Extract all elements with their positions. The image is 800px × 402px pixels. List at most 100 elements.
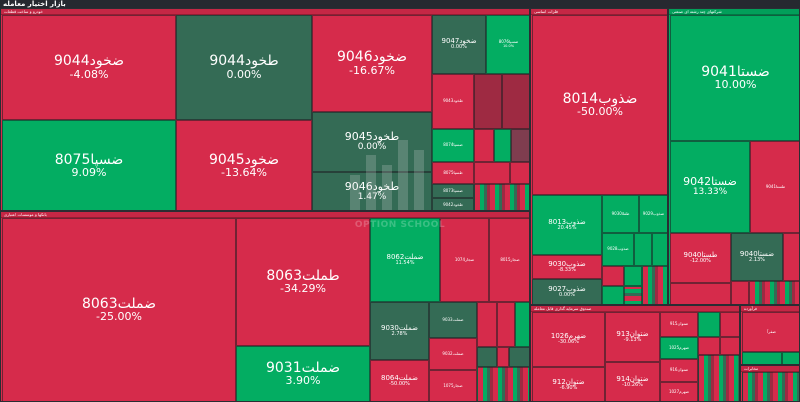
symbol: ضتوان916 — [669, 367, 689, 373]
tile[interactable] — [497, 302, 515, 347]
sector-telecom[interactable]: مخابرات — [740, 365, 800, 402]
tile[interactable] — [474, 129, 494, 162]
tile[interactable] — [509, 347, 529, 367]
tile[interactable]: ضملت9031 3.90% — [236, 346, 370, 401]
tile[interactable]: ضسپا8074 — [432, 129, 474, 162]
tile[interactable]: ضتوان914 -10.26% — [605, 362, 660, 401]
tile[interactable]: ضملت8064 -50.00% — [370, 360, 429, 401]
tile[interactable]: ضذوب9028 — [602, 233, 634, 266]
tile[interactable]: ضسپا8073 — [432, 184, 474, 198]
symbol: ضملت9033 — [442, 316, 464, 322]
tile[interactable]: ضذوب8014 -50.00% — [532, 15, 667, 195]
tile[interactable]: طخود9044 0.00% — [176, 15, 312, 120]
sector-banks[interactable]: بانکها و موسسات اعتباری ضملت8063 -25.00% … — [0, 211, 530, 402]
sector-refinery[interactable]: فرآورده ضفرآ — [740, 305, 800, 365]
tile[interactable]: ضجار8015 — [489, 218, 529, 302]
tile[interactable]: ضذوب9027 0.00% — [532, 279, 602, 304]
tile[interactable] — [749, 281, 799, 304]
tile[interactable] — [511, 129, 529, 162]
tile[interactable] — [742, 352, 782, 364]
tile[interactable] — [502, 74, 529, 129]
tile[interactable]: ضسپا8076 10.0% — [486, 15, 529, 74]
sector-automotive[interactable]: خودرو و ساخت قطعات ضخود9044 -4.08% طخود90… — [0, 8, 530, 211]
tile[interactable] — [497, 347, 509, 367]
tile[interactable]: ضذوب9029 — [639, 195, 667, 233]
tile[interactable]: ضهرم1026 -30.06% — [532, 312, 605, 367]
tile[interactable]: طخود9046 1.47% — [312, 172, 432, 210]
tile[interactable]: ضملت9032 — [429, 338, 477, 370]
tile[interactable]: طستا9040 -12.00% — [670, 233, 731, 283]
symbol: ضخود9047 — [441, 37, 477, 46]
change: -6.90% — [559, 384, 578, 391]
tile[interactable] — [602, 286, 624, 304]
tile[interactable] — [474, 184, 529, 210]
tile[interactable]: ضتوان915 — [660, 312, 698, 337]
tile[interactable]: ضذوب8013 20.45% — [532, 195, 602, 255]
symbol: ضفرآ — [767, 328, 776, 334]
tile[interactable] — [494, 129, 511, 162]
tile[interactable] — [720, 337, 739, 355]
tile[interactable]: ضملت8062 11.54% — [370, 218, 440, 302]
tile[interactable]: ضستا9040 2.13% — [731, 233, 783, 281]
tile[interactable]: ضملت8063 -25.00% — [2, 218, 236, 401]
tile[interactable]: ضخود9047 0.00% — [432, 15, 486, 74]
tile[interactable] — [783, 233, 799, 281]
tile[interactable] — [742, 372, 799, 401]
tile[interactable]: ضفرآ — [742, 312, 799, 352]
tile[interactable] — [474, 162, 510, 184]
tile[interactable] — [642, 266, 667, 304]
symbol: ضذوب9030 — [548, 259, 586, 268]
symbol: ضستا9042 — [683, 175, 737, 189]
tile[interactable]: ضذوب9030 -8.33% — [532, 255, 602, 279]
tile[interactable] — [474, 74, 502, 129]
change: -34.29% — [280, 282, 326, 296]
tile[interactable]: طملت8063 -34.29% — [236, 218, 370, 346]
tile[interactable] — [731, 281, 749, 304]
tile[interactable]: ضهرم1025 — [660, 337, 698, 359]
tile[interactable]: طستا9041 — [750, 141, 799, 233]
sector-basic-metals[interactable]: فلزات اساسی ضذوب8014 -50.00% ضذوب8013 20.4… — [530, 8, 668, 305]
tile[interactable]: ضتوان916 — [660, 359, 698, 382]
symbol: ضملت9030 — [380, 323, 418, 332]
tile[interactable] — [515, 302, 529, 347]
sector-industrial[interactable]: شرکتهای چند رشته ای صنعتی ضستا9041 10.00%… — [668, 8, 800, 305]
tile[interactable] — [670, 283, 731, 304]
tile[interactable] — [698, 355, 739, 401]
tile[interactable] — [477, 367, 529, 401]
tile[interactable]: ضهرم1027 — [660, 382, 698, 401]
symbol: طخود9043 — [443, 98, 463, 104]
tile[interactable]: ضجار1074 — [440, 218, 489, 302]
tile[interactable] — [698, 337, 720, 355]
tile[interactable]: ضجار1075 — [429, 370, 477, 401]
tile[interactable] — [720, 312, 739, 337]
symbol: ضذوب8013 — [548, 217, 586, 226]
tile[interactable]: طخود9042 — [432, 198, 474, 210]
tile[interactable]: ضخود9044 -4.08% — [2, 15, 176, 120]
tile[interactable] — [782, 352, 799, 364]
sector-etf[interactable]: صندوق سرمایه گذاری قابل معامله ضهرم1026-… — [530, 305, 740, 402]
symbol: طخود9045 — [344, 130, 400, 144]
tile[interactable]: طسپا8075 — [432, 162, 474, 184]
tile[interactable]: ضخود9046 -16.67% — [312, 15, 432, 112]
tile[interactable]: ضملت9033 — [429, 302, 477, 338]
tile[interactable]: طفلا9030 — [602, 195, 639, 233]
tile[interactable] — [624, 266, 642, 286]
tile[interactable] — [510, 162, 529, 184]
tile[interactable]: ضستا9042 13.33% — [670, 141, 750, 233]
tile[interactable] — [477, 302, 497, 347]
tile[interactable] — [477, 347, 497, 367]
tile[interactable]: ضملت9030 2.78% — [370, 302, 429, 360]
tile[interactable] — [652, 233, 667, 266]
tile[interactable]: ضستا9041 10.00% — [670, 15, 799, 141]
tile[interactable]: ضخود9045 -13.64% — [176, 120, 312, 210]
symbol: ضذوب9029 — [642, 210, 665, 216]
tile[interactable]: طخود9043 — [432, 74, 474, 129]
tile[interactable] — [602, 266, 624, 286]
tile[interactable]: طخود9045 0.00% — [312, 112, 432, 172]
tile[interactable]: ضتوان913 -9.13% — [605, 312, 660, 362]
tile[interactable]: ضتوان912 -6.90% — [532, 367, 605, 401]
tile[interactable] — [698, 312, 720, 337]
tile[interactable]: ضسپا8075 9.09% — [2, 120, 176, 210]
tile[interactable] — [634, 233, 652, 266]
tile[interactable] — [624, 286, 642, 304]
